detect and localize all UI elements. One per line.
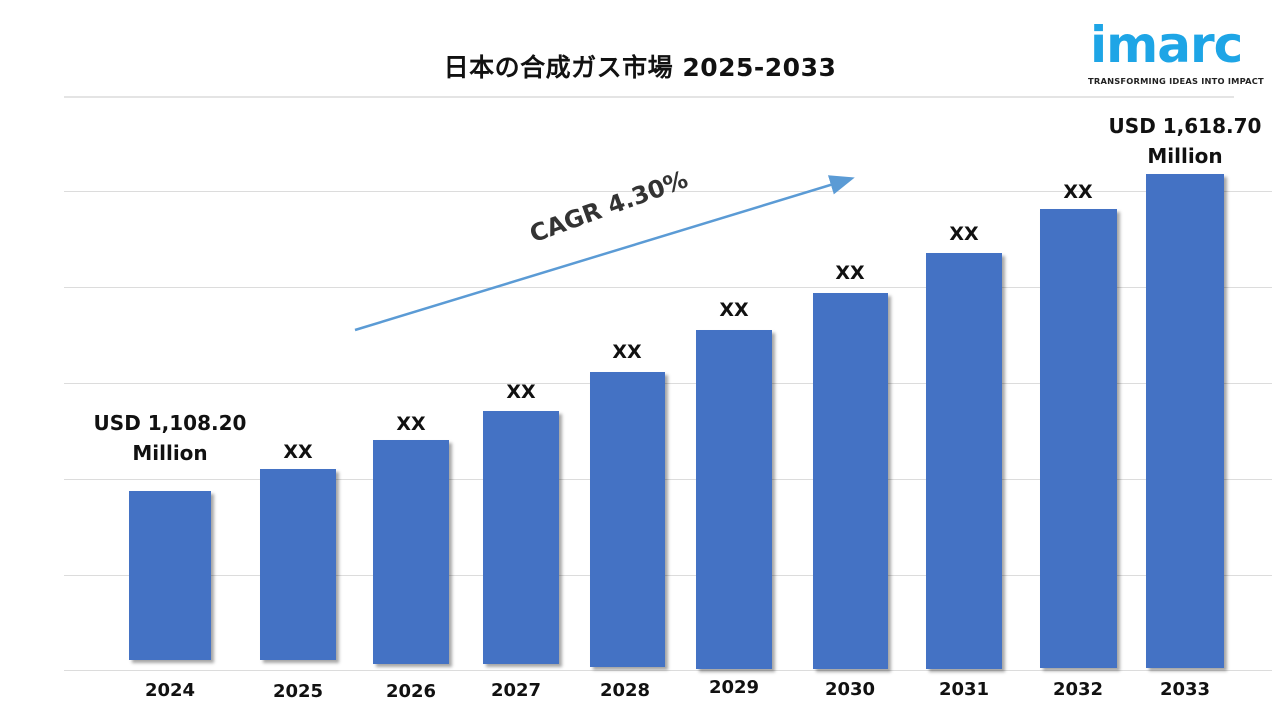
- bar-2026: [373, 440, 449, 664]
- value-label-line: USD 1,108.20: [93, 411, 247, 435]
- value-label-2027: XX: [506, 381, 536, 403]
- value-label-line: USD 1,618.70: [1108, 114, 1262, 138]
- x-tick-2031: 2031: [938, 679, 990, 700]
- logo-wordmark: imarc: [1090, 16, 1243, 74]
- logo-tagline: TRANSFORMING IDEAS INTO IMPACT: [1088, 76, 1264, 86]
- bar-2028: [590, 372, 665, 667]
- value-label-2029: XX: [719, 299, 749, 321]
- x-tick-2030: 2030: [824, 679, 876, 700]
- bar-2030: [813, 293, 888, 669]
- bar-2031: [926, 253, 1002, 669]
- imarc-logo: imarc TRANSFORMING IDEAS INTO IMPACT: [1088, 18, 1268, 86]
- x-tick-2032: 2032: [1052, 679, 1104, 700]
- value-label-2032: XX: [1063, 181, 1093, 203]
- bar-2024: [129, 491, 211, 660]
- value-label-2028: XX: [612, 341, 642, 363]
- title-divider: [64, 96, 1234, 98]
- x-tick-2025: 2025: [272, 681, 324, 702]
- value-label-line: Million: [132, 441, 208, 465]
- chart-title: 日本の合成ガス市場 2025-2033: [443, 53, 837, 82]
- bar-2033: [1146, 174, 1224, 668]
- x-tick-2029: 2029: [708, 677, 760, 698]
- gridline: [64, 575, 1272, 576]
- gridline: [64, 479, 1272, 480]
- value-label-2025: XX: [283, 441, 313, 463]
- gridline: [64, 383, 1272, 384]
- bar-2027: [483, 411, 559, 664]
- value-label-2030: XX: [835, 262, 865, 284]
- x-tick-2027: 2027: [490, 680, 542, 701]
- value-label-line: Million: [1147, 144, 1223, 168]
- x-tick-2033: 2033: [1159, 679, 1211, 700]
- x-tick-2024: 2024: [144, 680, 196, 701]
- value-label-2033: USD 1,618.70 Million: [1100, 111, 1270, 171]
- x-tick-2028: 2028: [599, 680, 651, 701]
- gridline: [64, 191, 1272, 192]
- bar-2025: [260, 469, 336, 660]
- baseline: [64, 670, 1272, 671]
- x-tick-2026: 2026: [385, 681, 437, 702]
- value-label-2026: XX: [396, 413, 426, 435]
- gridline: [64, 287, 1272, 288]
- value-label-2024: USD 1,108.20 Million: [80, 408, 260, 468]
- bar-2032: [1040, 209, 1117, 668]
- bar-2029: [696, 330, 772, 669]
- value-label-2031: XX: [949, 223, 979, 245]
